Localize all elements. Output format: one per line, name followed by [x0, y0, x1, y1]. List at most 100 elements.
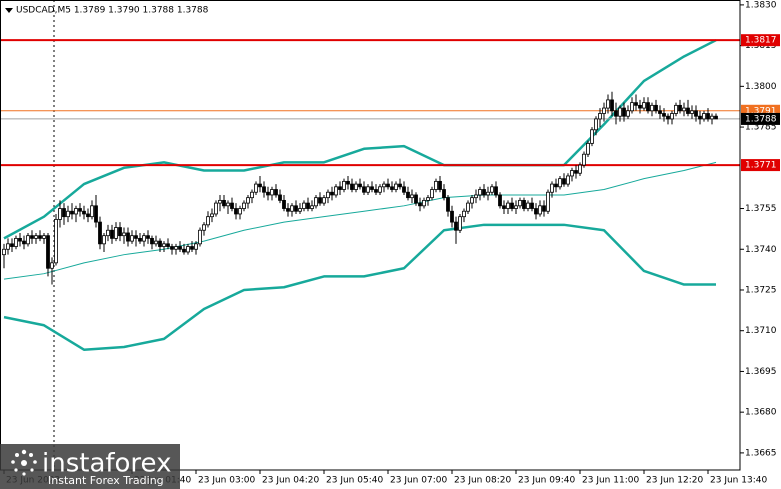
- candle-body: [642, 102, 646, 109]
- indicator-line: [3, 39, 717, 240]
- candle-body: [394, 183, 398, 190]
- candle-body: [398, 183, 402, 188]
- candle-body: [146, 235, 150, 239]
- candle-body: [166, 243, 170, 247]
- candle-body: [354, 183, 358, 190]
- candle-body: [2, 248, 6, 256]
- candle-body: [138, 237, 142, 242]
- candle-body: [286, 208, 290, 212]
- x-tick-label: 23 Jun 03:00: [198, 476, 255, 486]
- candle-body: [206, 216, 210, 226]
- candle-body: [414, 194, 418, 204]
- candle-body: [702, 113, 706, 120]
- candle-body: [38, 235, 42, 239]
- candle-body: [566, 175, 570, 185]
- candle-body: [174, 246, 178, 250]
- x-tick-label: 23 Jun 08:20: [454, 476, 511, 486]
- candle-body: [278, 194, 282, 201]
- candle-body: [470, 197, 474, 204]
- candle-body: [98, 221, 102, 245]
- candle-body: [218, 199, 222, 204]
- x-tick-label: 23 Jun 07:00: [390, 476, 447, 486]
- candle-body: [282, 199, 286, 209]
- candle-body: [14, 237, 18, 247]
- y-tick-label: 1.3740: [745, 245, 777, 255]
- candle-body: [158, 240, 162, 247]
- candle-body: [150, 237, 154, 245]
- candle-body: [114, 227, 118, 239]
- price-level-box: [741, 159, 780, 172]
- candle-body: [630, 102, 634, 112]
- candle-body: [526, 202, 530, 209]
- candle-body: [210, 213, 214, 218]
- candle-body: [690, 110, 694, 114]
- candle-body: [74, 208, 78, 215]
- candle-body: [418, 202, 422, 207]
- candle-body: [438, 180, 442, 190]
- candle-body: [170, 246, 174, 250]
- candle-body: [374, 189, 378, 193]
- candle-body: [30, 235, 34, 239]
- candle-body: [102, 235, 106, 245]
- x-tick-label: 23 Jun 12:20: [646, 476, 703, 486]
- plot-area: [0, 39, 740, 351]
- candle-body: [682, 107, 686, 112]
- candle-body: [434, 180, 438, 190]
- candle-body: [230, 202, 234, 209]
- candle-body: [222, 199, 226, 207]
- watermark-box: [0, 444, 180, 489]
- candle-body: [466, 202, 470, 212]
- candle-body: [586, 142, 590, 155]
- watermark: instaforex Instant Forex Trading: [0, 444, 180, 489]
- candle-body: [442, 189, 446, 199]
- candle-body: [574, 170, 578, 174]
- candle-body: [322, 197, 326, 204]
- candle-body: [306, 202, 310, 209]
- price-level-label: 1.3791: [745, 106, 777, 116]
- candle-body: [542, 205, 546, 212]
- candle-body: [50, 262, 54, 269]
- candle-body: [94, 205, 98, 223]
- candle-body: [522, 199, 526, 209]
- candle-body: [554, 183, 558, 188]
- candle-body: [446, 197, 450, 212]
- candle-body: [54, 218, 58, 264]
- candle-body: [502, 205, 506, 209]
- candle-body: [234, 208, 238, 215]
- candle-body: [402, 186, 406, 193]
- candle-body: [346, 180, 350, 185]
- candle-body: [294, 205, 298, 212]
- candle-body: [626, 110, 630, 117]
- candle-body: [190, 246, 194, 250]
- candle-body: [90, 205, 94, 218]
- y-tick-label: 1.3710: [745, 326, 777, 336]
- candle-body: [270, 189, 274, 196]
- candle-body: [518, 199, 522, 207]
- candle-body: [366, 186, 370, 193]
- candle-body: [334, 186, 338, 196]
- candle-body: [634, 102, 638, 106]
- candle-body: [590, 129, 594, 144]
- candle-body: [546, 191, 550, 212]
- candle-body: [70, 210, 74, 215]
- candle-body: [494, 186, 498, 196]
- candle-body: [130, 235, 134, 242]
- price-level-box: [741, 112, 780, 125]
- candle-body: [506, 202, 510, 209]
- y-tick-label: 1.3830: [745, 0, 777, 10]
- candle-body: [650, 104, 654, 112]
- price-level-label: 1.3817: [745, 36, 777, 46]
- candle-body: [118, 227, 122, 237]
- candle-body: [622, 107, 626, 117]
- candle-body: [126, 232, 130, 242]
- watermark-brand: instaforex: [42, 449, 171, 479]
- price-level-label: 1.3771: [745, 161, 777, 171]
- candle-body: [18, 237, 22, 242]
- plot-frame: [0, 0, 741, 471]
- candle-body: [186, 246, 190, 253]
- candle-body: [606, 99, 610, 109]
- candle-body: [638, 104, 642, 109]
- x-tick-label: 23 Jun 05:40: [326, 476, 383, 486]
- candle-body: [670, 113, 674, 120]
